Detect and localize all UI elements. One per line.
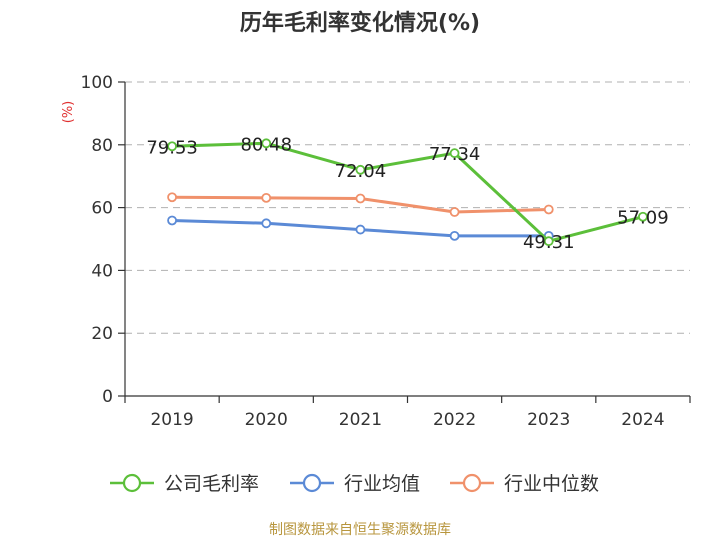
data-label: 77.34 xyxy=(429,144,481,165)
series-group xyxy=(167,138,648,247)
data-point xyxy=(355,164,366,175)
data-label: 80.48 xyxy=(240,134,292,155)
legend-swatch-marker xyxy=(302,473,322,493)
grid-lines xyxy=(125,81,690,334)
y-tick-label: 40 xyxy=(91,261,113,281)
legend-item[interactable]: 公司毛利率 xyxy=(110,473,259,495)
y-tick-label: 60 xyxy=(91,199,113,219)
x-tick-labels: 2019 2020 2021 2022 2023 2024 xyxy=(150,410,664,430)
data-point xyxy=(638,211,648,222)
y-tick-label: 100 xyxy=(81,73,113,93)
x-tick-label: 2023 xyxy=(527,410,570,430)
y-tick-labels: 0 20 40 60 80 100 xyxy=(81,73,113,407)
data-point xyxy=(449,207,460,217)
x-tick-label: 2022 xyxy=(433,410,476,430)
legend[interactable]: 公司毛利率 行业均值 行业中位数 xyxy=(110,473,599,495)
data-point xyxy=(449,148,460,159)
source-note: 制图数据来自恒生聚源数据库 xyxy=(269,522,451,538)
y-axis-unit-label: (%) xyxy=(61,101,76,124)
legend-item[interactable]: 行业中位数 xyxy=(450,473,599,495)
data-point xyxy=(261,218,272,229)
data-label: 49.31 xyxy=(523,232,575,253)
legend-label: 公司毛利率 xyxy=(164,473,259,495)
y-tick-label: 0 xyxy=(102,387,113,407)
data-point xyxy=(355,193,366,204)
chart-title: 历年毛利率变化情况(%) xyxy=(240,10,480,36)
y-tick-label: 20 xyxy=(91,324,113,344)
axes xyxy=(118,81,691,403)
series-line xyxy=(172,141,644,243)
legend-swatch-marker xyxy=(122,473,142,493)
legend-item[interactable]: 行业均值 xyxy=(290,473,420,495)
legend-label: 行业均值 xyxy=(344,473,420,495)
data-label: 79.53 xyxy=(146,137,198,158)
x-tick-label: 2021 xyxy=(339,410,382,430)
y-tick-label: 80 xyxy=(91,136,113,156)
data-point xyxy=(355,224,366,235)
data-labels: 79.53 80.48 72.04 77.34 49.31 57.09 xyxy=(146,134,668,253)
legend-swatch-marker xyxy=(462,473,482,493)
legend-label: 行业中位数 xyxy=(504,473,599,495)
x-tick-label: 2019 xyxy=(150,410,193,430)
data-point xyxy=(449,230,460,241)
data-point xyxy=(167,215,177,226)
data-point xyxy=(543,204,554,215)
data-point xyxy=(261,138,272,149)
data-point xyxy=(167,141,177,152)
data-label: 57.09 xyxy=(617,208,669,229)
data-point xyxy=(167,192,177,203)
x-tick-label: 2020 xyxy=(245,410,288,430)
x-tick-label: 2024 xyxy=(621,410,664,430)
data-label: 72.04 xyxy=(335,161,387,182)
data-point xyxy=(261,192,272,203)
data-point xyxy=(543,236,554,247)
